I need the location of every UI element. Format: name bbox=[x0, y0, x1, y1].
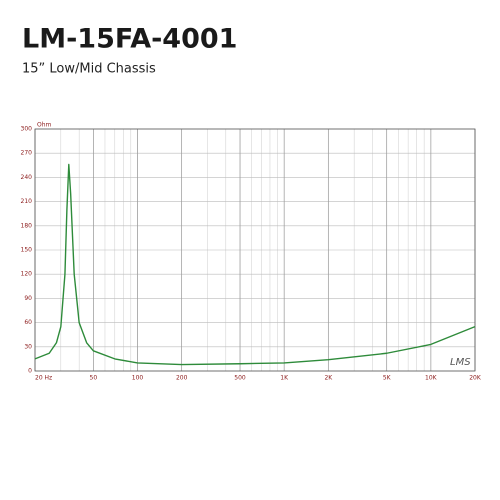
x-tick-label: 500 bbox=[234, 375, 246, 382]
y-tick-label: 90 bbox=[24, 295, 32, 302]
y-tick-label: 270 bbox=[21, 150, 33, 157]
y-tick-label: 300 bbox=[21, 126, 33, 133]
y-tick-label: 240 bbox=[21, 174, 33, 181]
x-tick-label: 200 bbox=[176, 375, 188, 382]
impedance-curve bbox=[34, 163, 476, 366]
x-tick-label: 2K bbox=[324, 375, 333, 382]
y-tick-label: 30 bbox=[24, 343, 32, 350]
x-tick-label: 20K bbox=[469, 375, 482, 382]
x-tick-label: 50 bbox=[90, 375, 98, 382]
x-tick-label: 100 bbox=[132, 375, 144, 382]
chart-title: LM-15FA-4001 bbox=[22, 24, 237, 55]
y-tick-label: 60 bbox=[24, 319, 32, 326]
y-tick-label: 0 bbox=[28, 368, 32, 375]
y-unit: Ohm bbox=[37, 122, 52, 129]
y-tick-label: 150 bbox=[21, 247, 33, 254]
x-tick-label: 5K bbox=[383, 375, 392, 382]
x-tick-label: 1K bbox=[280, 375, 289, 382]
y-tick-label: 120 bbox=[21, 271, 33, 278]
x-tick-label: 20 Hz bbox=[35, 375, 52, 382]
y-tick-label: 180 bbox=[21, 222, 33, 229]
y-tick-label: 210 bbox=[21, 198, 33, 205]
plot-frame bbox=[34, 128, 476, 372]
x-tick-label: 10K bbox=[425, 375, 438, 382]
watermark: LMS bbox=[450, 357, 471, 368]
chart-subtitle: 15” Low/Mid Chassis bbox=[22, 62, 156, 77]
